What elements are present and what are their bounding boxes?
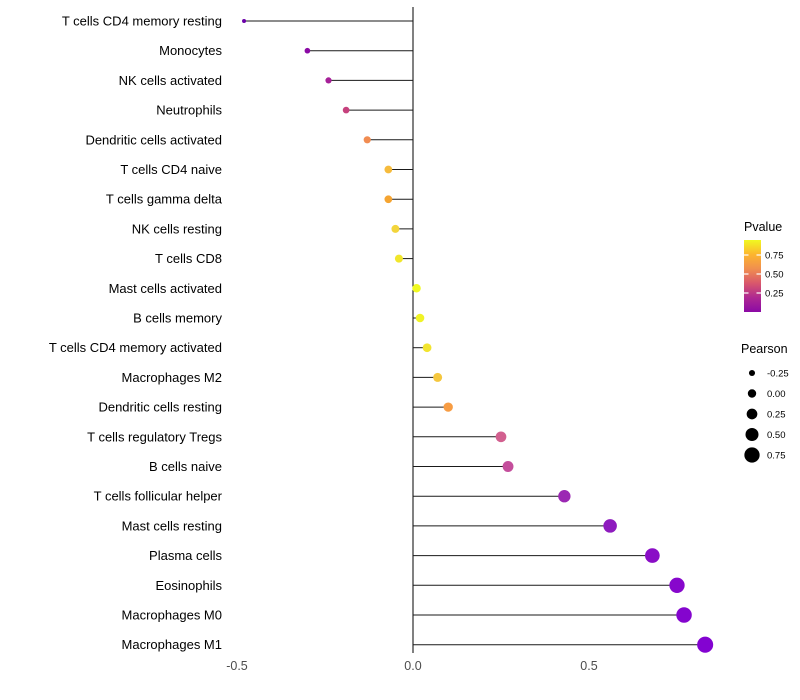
category-label: Macrophages M2 xyxy=(122,370,222,385)
category-label: T cells CD4 memory resting xyxy=(62,14,222,29)
data-point xyxy=(391,224,400,233)
category-label: T cells CD4 memory activated xyxy=(49,340,222,355)
data-point xyxy=(304,47,311,54)
category-label: Mast cells activated xyxy=(109,281,222,296)
data-point xyxy=(325,77,332,84)
pvalue-gradient-bar xyxy=(744,240,761,312)
category-label: B cells naive xyxy=(149,459,222,474)
pearson-size-label: 0.75 xyxy=(767,451,786,462)
category-label: Macrophages M0 xyxy=(122,608,222,623)
category-label: Monocytes xyxy=(159,43,222,58)
pearson-size-dot xyxy=(746,408,758,420)
data-point xyxy=(676,607,692,623)
pvalue-legend-title: Pvalue xyxy=(744,220,782,234)
pearson-size-dot xyxy=(747,389,757,398)
category-label: Dendritic cells resting xyxy=(98,400,222,415)
pvalue-tick-label: 0.75 xyxy=(765,251,784,262)
data-point xyxy=(412,284,421,293)
pvalue-tick-label: 0.25 xyxy=(765,289,784,300)
data-point xyxy=(433,372,443,382)
data-point xyxy=(384,165,393,174)
pearson-legend-title: Pearson xyxy=(741,342,788,356)
data-point xyxy=(558,490,571,503)
pearson-size-label: -0.25 xyxy=(767,369,789,380)
category-label: Mast cells resting xyxy=(122,518,222,533)
category-label: Macrophages M1 xyxy=(122,637,222,652)
pearson-size-dot xyxy=(745,428,759,441)
data-point xyxy=(645,548,660,563)
pearson-size-dot xyxy=(748,369,756,377)
data-point xyxy=(384,195,393,204)
x-tick-label: -0.5 xyxy=(226,659,248,673)
category-label: B cells memory xyxy=(133,311,222,326)
data-point xyxy=(502,461,514,472)
pearson-size-dot xyxy=(744,447,760,463)
category-label: NK cells resting xyxy=(132,221,222,236)
pearson-size-label: 0.50 xyxy=(767,430,786,441)
category-label: Eosinophils xyxy=(156,578,223,593)
pearson-size-label: 0.25 xyxy=(767,410,786,421)
data-point xyxy=(697,636,714,653)
pearson-size-label: 0.00 xyxy=(767,389,786,400)
category-label: Neutrophils xyxy=(156,103,222,118)
category-label: NK cells activated xyxy=(119,73,222,88)
data-point xyxy=(495,431,507,443)
category-label: T cells follicular helper xyxy=(94,489,223,504)
data-point xyxy=(415,313,425,323)
data-point xyxy=(603,519,617,533)
category-label: Plasma cells xyxy=(149,548,222,563)
data-point xyxy=(242,19,247,23)
data-point xyxy=(422,343,432,353)
pvalue-tick-label: 0.50 xyxy=(765,270,784,281)
data-point xyxy=(342,106,350,114)
category-label: T cells gamma delta xyxy=(106,192,223,207)
data-point xyxy=(443,402,453,412)
x-tick-label: 0.5 xyxy=(580,659,597,673)
category-label: T cells CD4 naive xyxy=(120,162,222,177)
category-label: T cells CD8 xyxy=(155,251,222,266)
data-point xyxy=(394,254,403,263)
category-label: Dendritic cells activated xyxy=(85,132,222,147)
data-point xyxy=(669,577,685,593)
x-tick-label: 0.0 xyxy=(404,659,421,673)
category-label: T cells regulatory Tregs xyxy=(87,429,222,444)
data-point xyxy=(363,136,371,144)
